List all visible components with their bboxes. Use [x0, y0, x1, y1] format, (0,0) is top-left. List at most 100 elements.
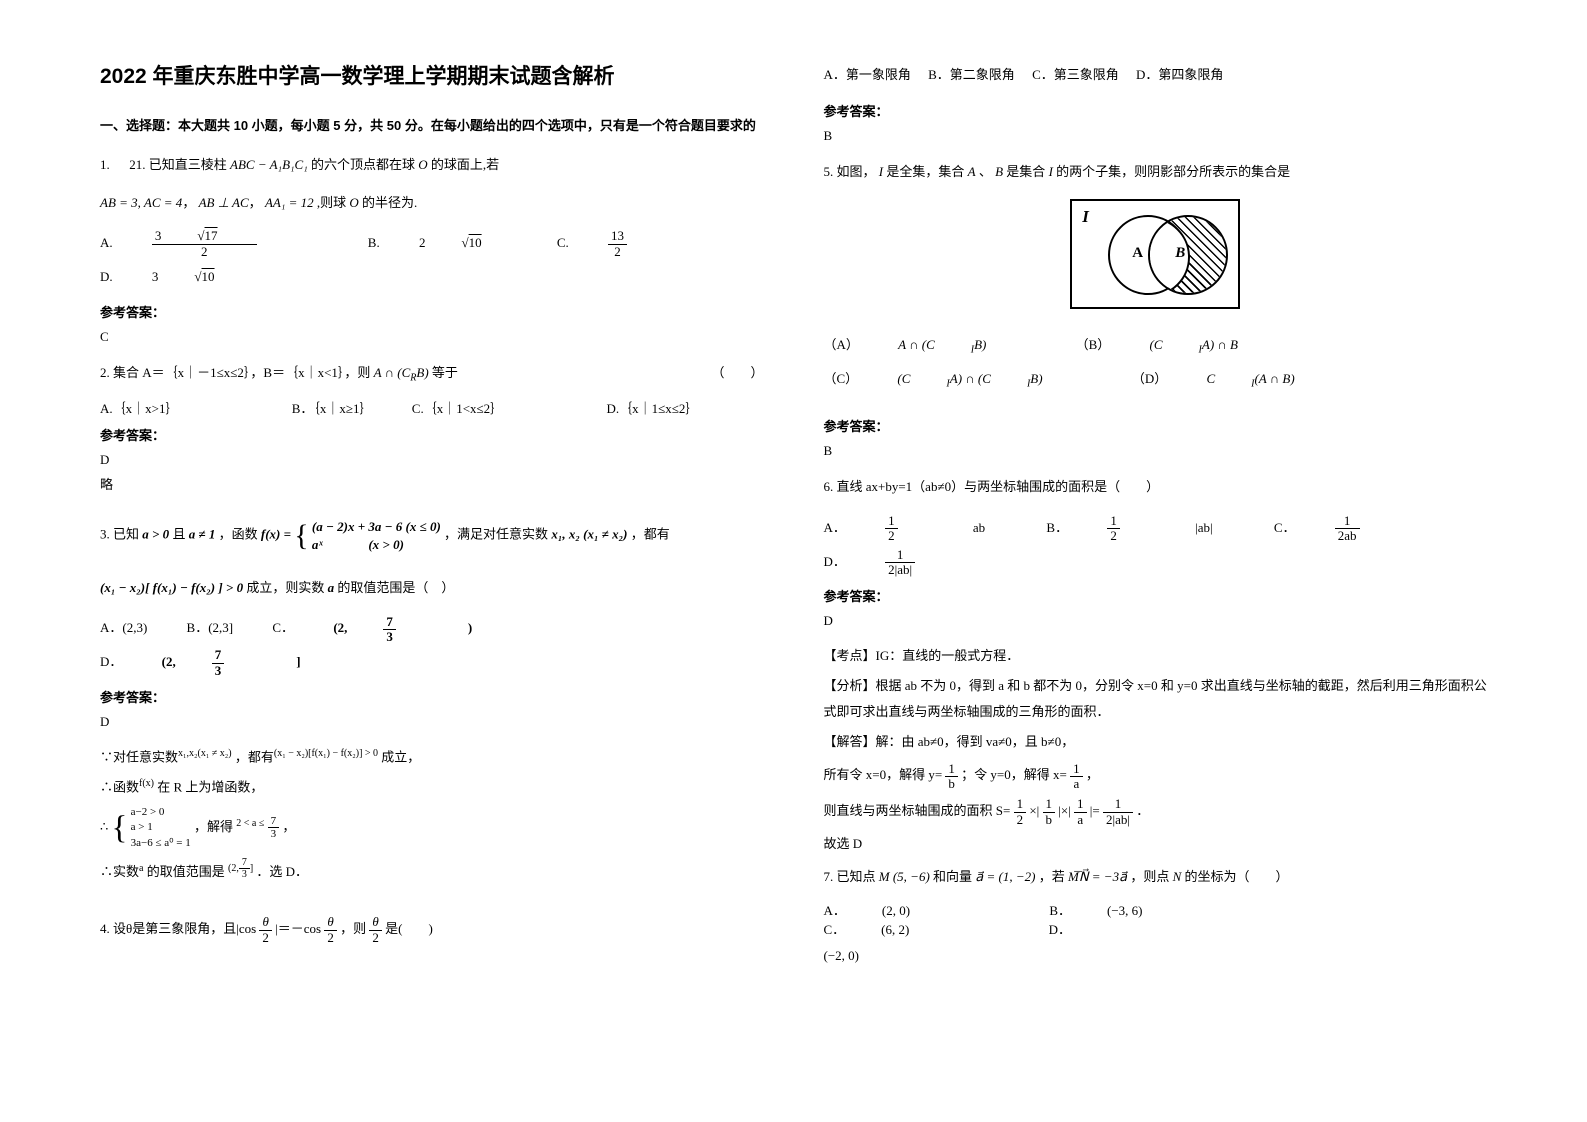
q6s2e: ．: [1136, 803, 1149, 818]
q6s1a: 所有令 x=0，解得 y=: [824, 767, 943, 782]
q5d-b: (A ∩ B): [1254, 363, 1294, 394]
q1-perp: AB ⊥ AC: [199, 195, 249, 210]
q1-a-root: 17: [205, 229, 218, 243]
q3-fxeq: f(x) =: [261, 527, 291, 542]
q3s3pre: ∴: [100, 819, 108, 834]
q1-a-frac: 3√17 2: [152, 229, 293, 259]
q7-c: ，若: [1039, 869, 1065, 884]
q5-dot: 、: [979, 164, 992, 179]
q3s2b: f(x): [139, 778, 154, 789]
q4-opt-d: D．第四象限角: [1136, 64, 1223, 83]
q3-pre: 已知: [113, 527, 139, 542]
q3-piecewise: f(x) = { (a − 2)x + 3a − 6 (x ≤ 0) aˣ (x…: [261, 507, 441, 564]
q3b1: a−2 > 0: [131, 806, 165, 818]
q3s4l: (2,: [228, 863, 239, 874]
q3-l2c: a: [328, 580, 335, 595]
q5d-e: C: [1206, 363, 1215, 394]
q6s1n2: 1: [1070, 762, 1083, 777]
q4f1n: θ: [259, 915, 272, 930]
q5c-b: A) ∩ (C: [950, 363, 991, 394]
question-7: 7. 已知点 M (5, −6) 和向量 a⃗ = (1, −2) ，若 M͞N…: [824, 863, 1488, 890]
q1-radius: 的半径为.: [362, 195, 417, 210]
q6-s1: 所有令 x=0，解得 y= 1b ；令 y=0，解得 x= 1a ，: [824, 759, 1488, 791]
q3d-pre: D．: [100, 645, 122, 679]
q4f3d: 2: [369, 931, 382, 945]
q5-opt-d: （D） CI(A ∩ B): [1132, 363, 1331, 397]
q2-opt-a: A.｛x｜x>1｝: [100, 398, 178, 417]
q6s1n: 1: [945, 762, 958, 777]
q4-options: A．第一象限角 B．第二象限角 C．第三象限角 D．第四象限角: [824, 64, 1488, 83]
q2-paren: （ ）: [711, 359, 763, 386]
q5-I: I: [879, 164, 883, 179]
q7-N: N: [1173, 869, 1182, 884]
q3s3e: ，: [282, 819, 295, 834]
q2-mid-b: B): [416, 365, 428, 380]
q5-d: 的两个子集，则阴影部分所表示的集合是: [1056, 164, 1290, 179]
q3d-n: 7: [212, 648, 225, 663]
q3c-d: 3: [383, 630, 396, 644]
q3-p2: aˣ: [312, 537, 323, 552]
question-5: 5. 如图， I 是全集，集合 A 、 B 是集合 I 的两个子集，则阴影部分所…: [824, 158, 1488, 185]
q3c-n: 7: [383, 615, 396, 630]
q5-answer: B: [824, 443, 1488, 459]
q3-opt-d: D． (2,73]: [100, 645, 337, 679]
q1-opt-b: B. 2√10: [368, 226, 518, 260]
q6c-pre: C．: [1274, 511, 1296, 545]
q6s1d2: a: [1070, 777, 1083, 791]
q6s2d1: 2: [1014, 813, 1027, 827]
q3-opt-c: C． (2,73): [272, 611, 508, 645]
q7-opt-c: C．(6, 2): [824, 919, 946, 938]
q7a-l: A．: [824, 900, 846, 919]
q2-opt-d: D.｛x｜1≤x≤2｝: [606, 398, 698, 417]
venn-I-label: I: [1082, 207, 1089, 227]
q3s2a: ∴函数: [100, 780, 139, 795]
q3-c1: a > 0: [142, 527, 169, 542]
q3c-r: ): [468, 611, 472, 645]
q6s2d2: b: [1043, 813, 1056, 827]
q5b-b: A) ∩ B: [1202, 329, 1238, 360]
q5-Bset: B: [995, 164, 1003, 179]
q6s2d3: a: [1074, 813, 1087, 827]
q6-opt-c: C． 12ab: [1274, 511, 1432, 545]
q1-text-b: 的六个顶点都在球: [311, 157, 415, 172]
q4-d: 是( ): [385, 921, 433, 936]
q6s2n1: 1: [1014, 797, 1027, 812]
q7-opt-d: D．: [1049, 919, 1071, 938]
q1-a-label: A.: [100, 226, 113, 260]
q6-answer: D: [824, 613, 1488, 629]
q2-options: A.｛x｜x>1｝ B．｛x｜x≥1｝ C.｛x｜1<x≤2｝ D.｛x｜1≤x…: [100, 398, 764, 417]
q5-I2: I: [1049, 164, 1053, 179]
q5b-pre: （B）: [1076, 329, 1111, 360]
section-1-title: 一、选择题：本大题共 10 小题，每小题 5 分，共 50 分。在每小题给出的四…: [100, 114, 764, 137]
q1-sub: 21.: [129, 157, 145, 172]
q7b-v: (−3, 6): [1107, 903, 1143, 919]
q6-opt-a: A． 12 ab: [824, 511, 1022, 545]
q2-answer: D: [100, 452, 764, 468]
q3-and: 且: [172, 527, 185, 542]
q3d-d: 3: [212, 664, 225, 678]
q1-b-label: B.: [368, 226, 380, 260]
q6-num: 6.: [824, 479, 834, 494]
q3-answer: D: [100, 714, 764, 730]
venn-circle-b: [1148, 215, 1228, 295]
q2-brief: 略: [100, 474, 764, 493]
q6c-n: 1: [1335, 514, 1360, 529]
q7c-v: (6, 2): [881, 922, 909, 938]
q3-l2b: 成立，则实数: [246, 580, 324, 595]
q6-opt-b: B． 12 |ab|: [1046, 511, 1248, 545]
q3s2c: 在 R 上为增函数，: [157, 780, 263, 795]
q3-opt-b: B．(2,3]: [187, 611, 234, 645]
q3s3mid: ，解得: [194, 819, 233, 834]
q1-answer: C: [100, 329, 764, 345]
q7-b: 和向量: [933, 869, 972, 884]
q1-ab: AB = 3, AC = 4: [100, 195, 182, 210]
q3-line2: (x₁ − x₂)[ f(x₁) − f(x₂) ] > 0 成立，则实数 a …: [100, 574, 764, 601]
q1-d-coef: 3: [152, 260, 159, 294]
q6b-d: 2: [1107, 529, 1120, 543]
q5c-e: (C: [897, 363, 910, 394]
q6a-d: 2: [885, 529, 898, 543]
q7-opt-b: B．(−3, 6): [1049, 900, 1178, 919]
q3-sol4: ∴实数a 的取值范围是 (2,73] ．选 D．: [100, 857, 764, 885]
q3-tail: ，都有: [631, 527, 670, 542]
q6d-n: 1: [885, 548, 915, 563]
